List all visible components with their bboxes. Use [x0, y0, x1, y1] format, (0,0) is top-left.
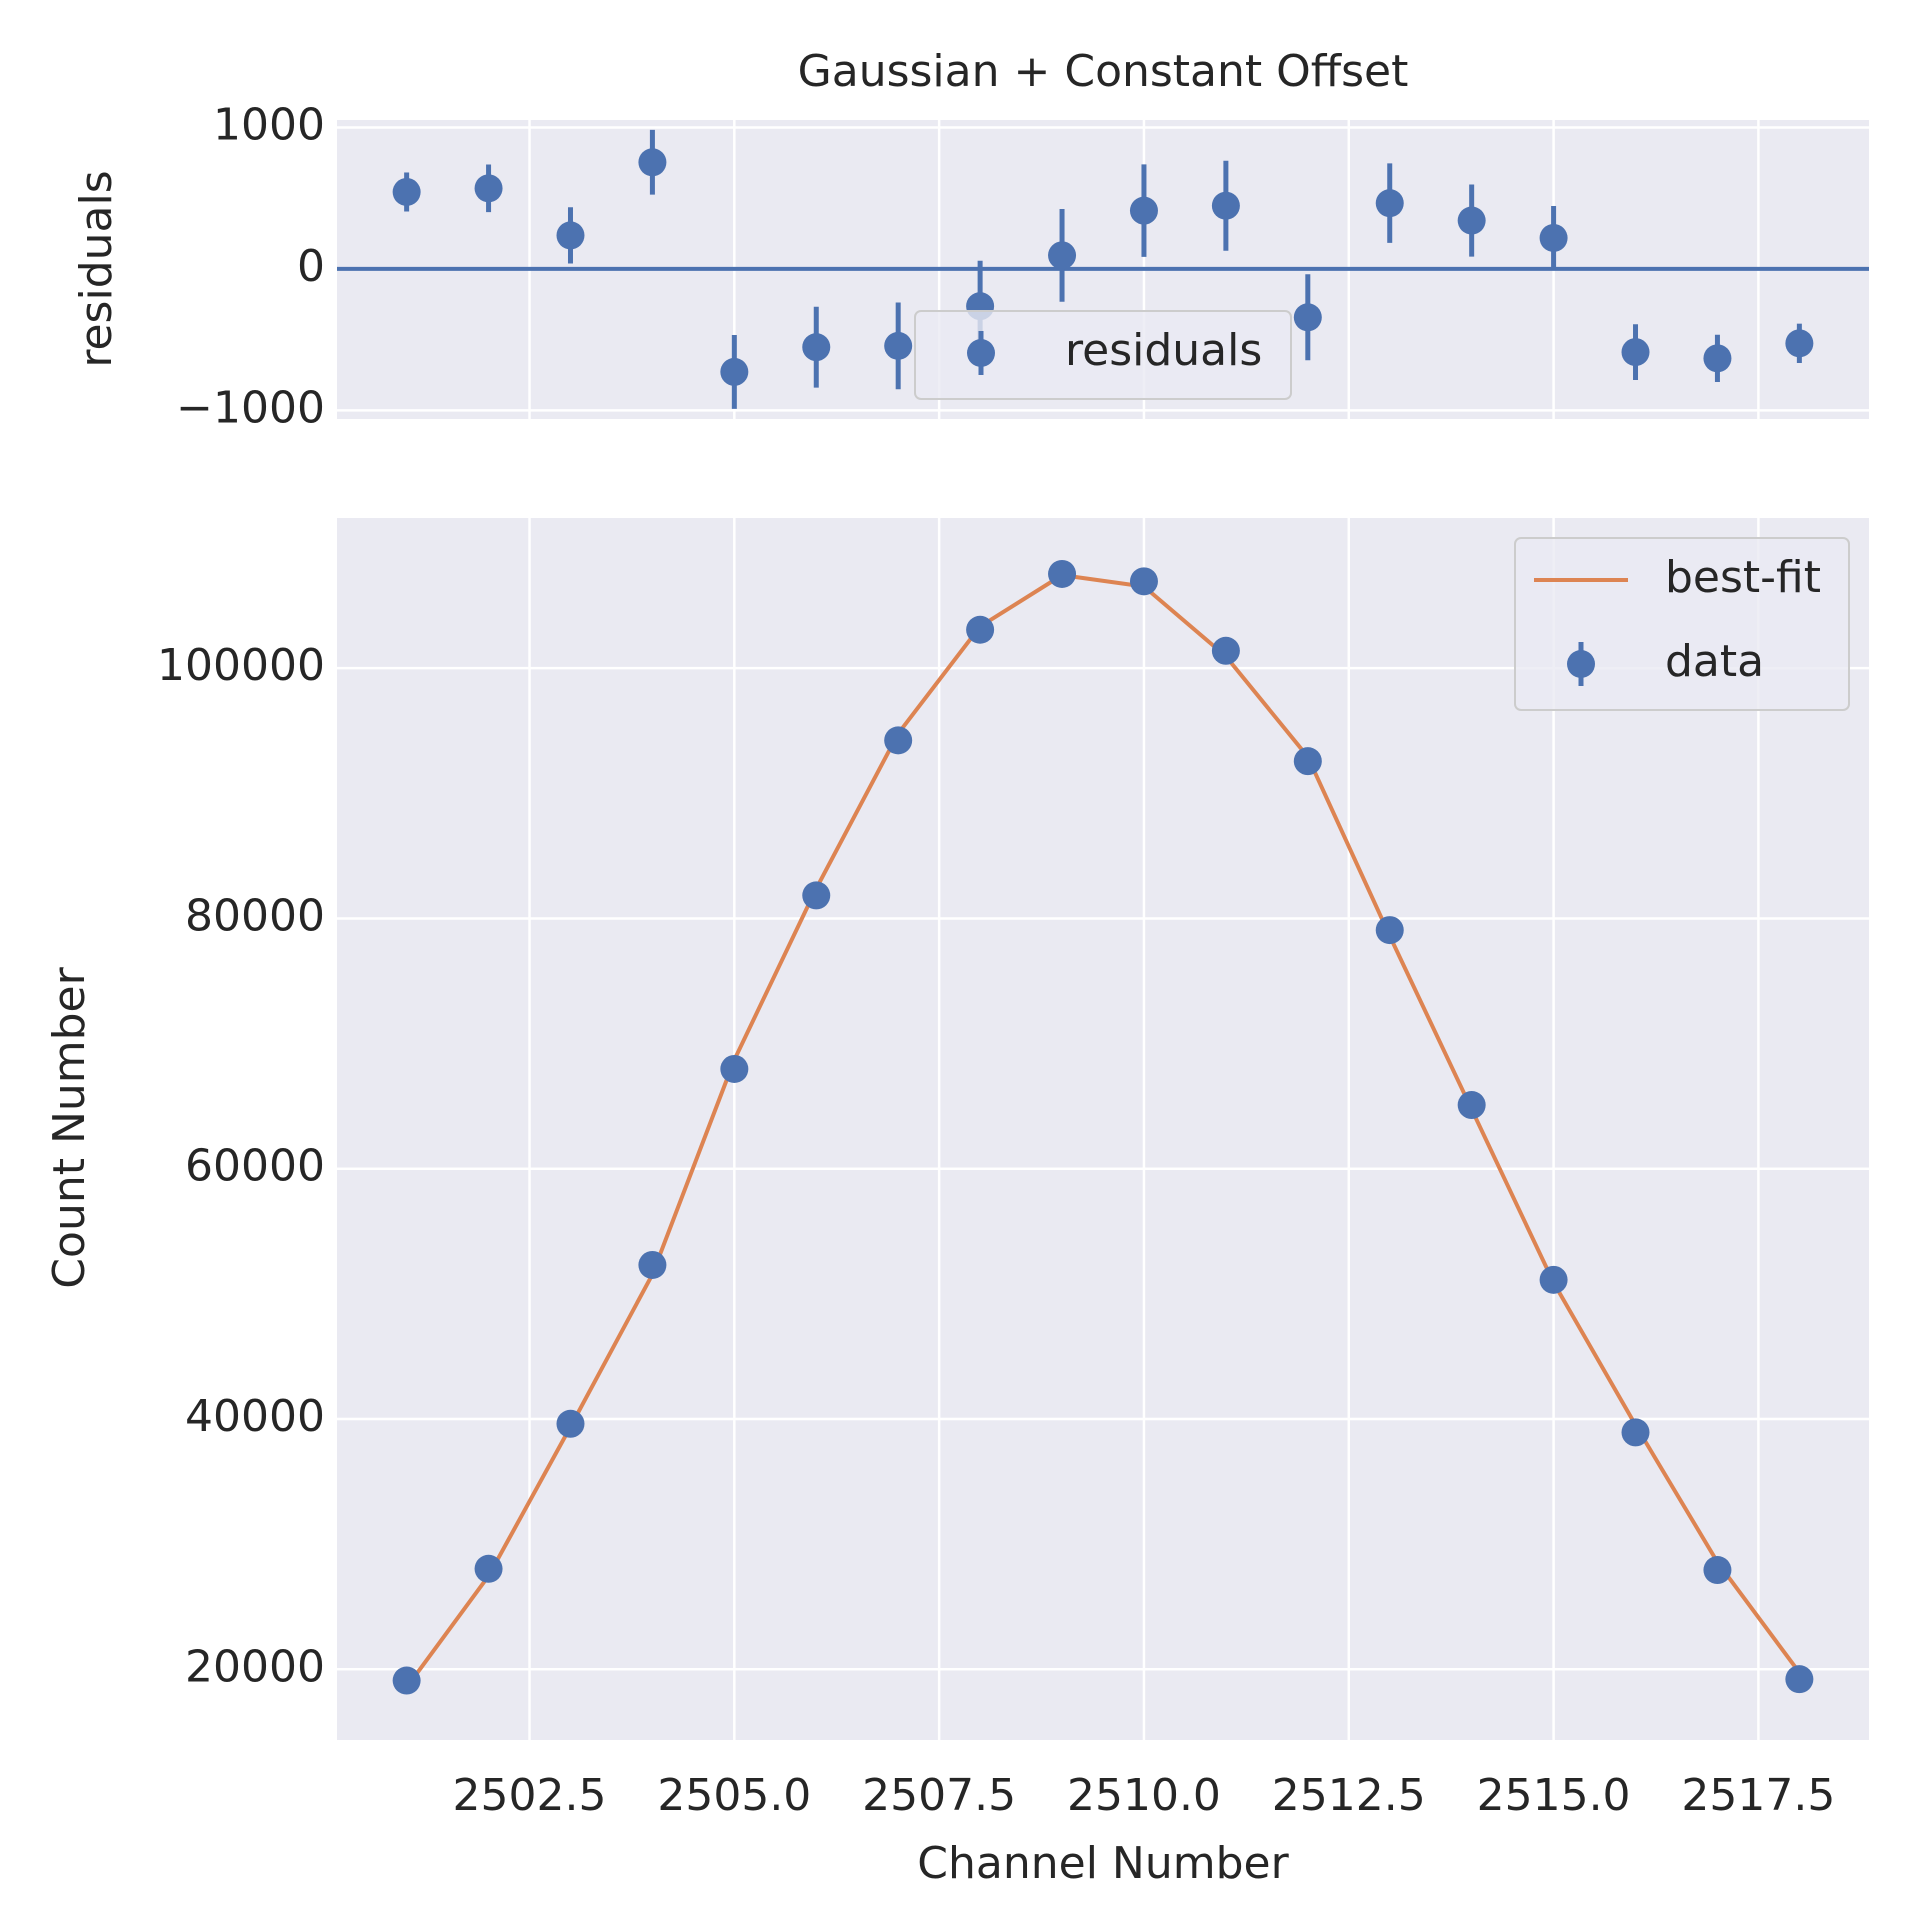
- point: [1703, 1556, 1732, 1585]
- point: [1375, 916, 1404, 945]
- point: [1129, 567, 1158, 596]
- point: [1457, 1091, 1486, 1120]
- legend-label: data: [1665, 636, 1764, 687]
- point: [1211, 191, 1240, 220]
- y-tick-label: −1000: [176, 382, 325, 433]
- legend: [914, 310, 1292, 400]
- y-tick-label: 60000: [185, 1141, 325, 1192]
- y-axis-label: Count Number: [44, 966, 95, 1288]
- y-tick-label: 40000: [185, 1391, 325, 1442]
- point: [1785, 329, 1814, 358]
- point: [556, 1409, 585, 1438]
- point: [884, 726, 913, 755]
- point: [474, 1554, 503, 1583]
- legend-label: residuals: [1065, 325, 1262, 376]
- point: [1293, 747, 1322, 776]
- point: [1621, 338, 1650, 367]
- point: [1048, 559, 1077, 588]
- x-tick-label: 2510.0: [1067, 1770, 1221, 1821]
- point: [1375, 189, 1404, 218]
- y-tick-label: 20000: [185, 1641, 325, 1692]
- plot-background: [337, 518, 1869, 1740]
- point: [1785, 1665, 1814, 1694]
- point: [1621, 1418, 1650, 1447]
- x-tick-label: 2515.0: [1477, 1770, 1631, 1821]
- legend-swatch: [1567, 650, 1595, 678]
- point: [556, 221, 585, 250]
- point: [1539, 223, 1568, 252]
- y-tick-label: 100000: [157, 640, 325, 691]
- point: [884, 331, 913, 360]
- point: [1129, 196, 1158, 225]
- y-axis-label: residuals: [71, 170, 122, 367]
- point: [720, 1054, 749, 1083]
- chart-title: Gaussian + Constant Offset: [798, 46, 1409, 97]
- point: [1211, 636, 1240, 665]
- legend-swatch: [967, 339, 995, 367]
- point: [720, 357, 749, 386]
- point: [392, 177, 421, 206]
- x-tick-label: 2517.5: [1681, 1770, 1835, 1821]
- x-tick-label: 2505.0: [657, 1770, 811, 1821]
- line: [405, 573, 1801, 1689]
- y-tick-label: 80000: [185, 890, 325, 941]
- point: [638, 1250, 667, 1279]
- point: [1703, 344, 1732, 373]
- legend-label: best-fit: [1665, 552, 1821, 603]
- x-tick-label: 2507.5: [862, 1770, 1016, 1821]
- x-tick-label: 2512.5: [1272, 1770, 1426, 1821]
- point: [638, 148, 667, 177]
- y-tick-label: 0: [297, 241, 325, 292]
- point: [1457, 206, 1486, 235]
- point: [802, 881, 831, 910]
- point: [966, 615, 995, 644]
- point: [1539, 1265, 1568, 1294]
- point: [392, 1666, 421, 1695]
- point: [802, 333, 831, 362]
- point: [1293, 303, 1322, 332]
- point: [1048, 241, 1077, 270]
- point: [474, 174, 503, 203]
- x-axis-label: Channel Number: [917, 1838, 1289, 1889]
- y-tick-label: 1000: [213, 99, 325, 150]
- x-tick-label: 2502.5: [453, 1770, 607, 1821]
